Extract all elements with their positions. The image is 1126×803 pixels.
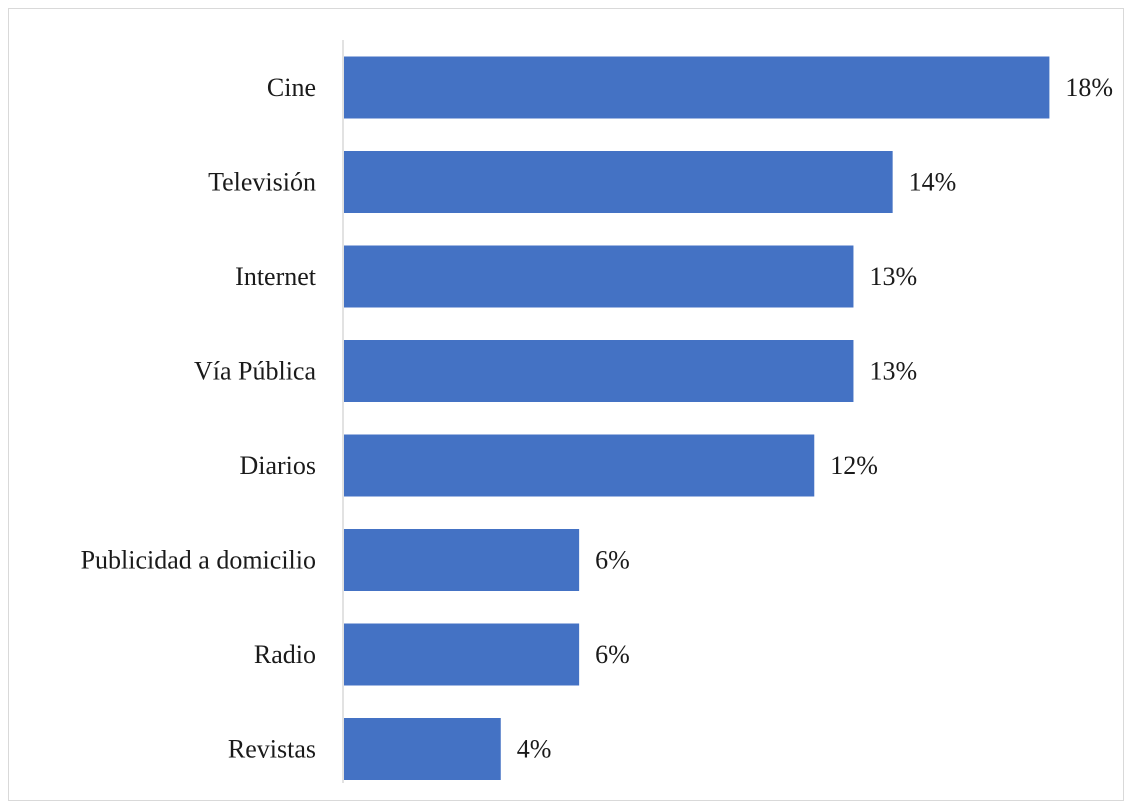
bar-radio [344,623,580,686]
bar-diarios [344,434,815,497]
value-label-internet: 13% [869,262,917,291]
value-label-revistas: 4% [517,735,552,764]
bar-television [344,151,893,213]
category-label-revistas: Revistas [228,735,316,764]
category-label-cine: Cine [267,73,316,102]
value-label-radio: 6% [595,640,630,669]
category-label-radio: Radio [254,640,316,669]
value-label-cine: 18% [1065,73,1113,102]
category-label-diarios: Diarios [239,451,316,480]
value-label-diarios: 12% [830,451,878,480]
bars-group [344,56,1050,780]
bar-publicidad-a-domicilio [344,529,580,591]
category-label-via-publica: Vía Pública [194,357,316,386]
category-label-television: Televisión [208,168,316,197]
category-labels: Cine Televisión Internet Vía Pública Diarios… [81,73,317,764]
bar-revistas [344,718,501,780]
value-labels: 18% 14% 13% 13% 12% 6% 6% 4% [517,73,1113,764]
bar-internet [344,245,854,308]
value-label-via-publica: 13% [869,357,917,386]
value-label-television: 14% [909,168,957,197]
bar-cine [344,56,1050,119]
value-label-publicidad-a-domicilio: 6% [595,546,630,575]
category-label-publicidad-a-domicilio: Publicidad a domicilio [81,546,316,575]
bar-via-publica [344,340,854,402]
category-label-internet: Internet [235,262,317,291]
